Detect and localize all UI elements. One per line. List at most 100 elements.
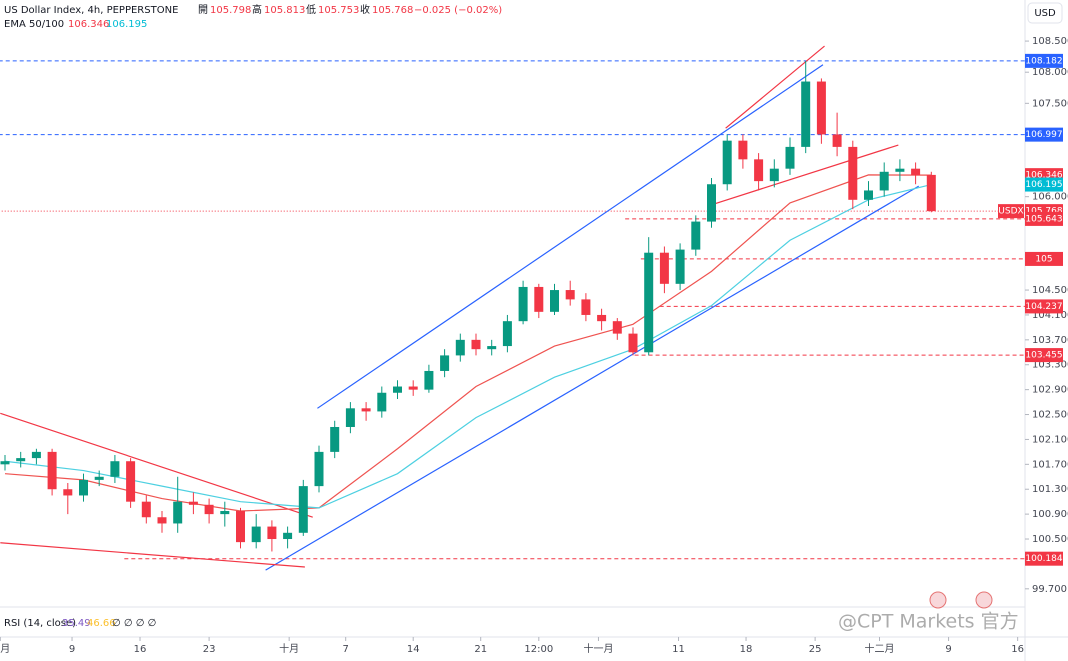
symbol-tag-bg bbox=[998, 204, 1024, 219]
candle-body bbox=[455, 339, 465, 356]
candle-body bbox=[644, 252, 654, 353]
price-label: 100.184 bbox=[1025, 554, 1062, 564]
trendline bbox=[317, 64, 824, 409]
x-tick-label: 十二月 bbox=[864, 642, 894, 655]
candle-body bbox=[801, 81, 811, 147]
watermark: @CPT Markets 官方 bbox=[838, 611, 1019, 633]
icon bbox=[975, 591, 993, 609]
ema100-value: 106.195 bbox=[106, 19, 147, 30]
icon bbox=[929, 591, 947, 609]
candle-body bbox=[393, 386, 402, 393]
candle-body bbox=[440, 355, 450, 371]
y-tick-label: 107.500 bbox=[1032, 98, 1068, 109]
x-tick-label: 9 bbox=[69, 644, 75, 655]
candle-body bbox=[879, 171, 889, 191]
trendline bbox=[711, 144, 899, 206]
candle-body bbox=[769, 168, 779, 182]
rsi-extra: ∅ ∅ ∅ ∅ bbox=[112, 618, 156, 629]
high-label: 高 bbox=[252, 3, 262, 16]
price-label: 105.643 bbox=[1025, 214, 1062, 224]
price-label: 106.195 bbox=[1025, 180, 1062, 190]
rsi-label: RSI (14, close) bbox=[4, 618, 76, 629]
x-tick-label: 21 bbox=[474, 644, 487, 655]
symbol: US Dollar Index, 4h, PEPPERSTONE bbox=[4, 5, 178, 16]
candle-body bbox=[314, 451, 324, 487]
candle-body bbox=[565, 290, 575, 300]
candle-body bbox=[659, 252, 669, 284]
candle-body bbox=[204, 504, 214, 515]
y-tick-label: 101.300 bbox=[1032, 484, 1068, 495]
candle-body bbox=[502, 321, 512, 347]
x-tick-label: 16 bbox=[134, 644, 147, 655]
price-label: 103.455 bbox=[1025, 351, 1062, 361]
x-tick-label: 11 bbox=[672, 644, 685, 655]
trendline bbox=[0, 412, 313, 518]
currency-label[interactable]: USD bbox=[1034, 8, 1056, 19]
rsi-value: 35.49 bbox=[62, 618, 91, 629]
price-label-bg bbox=[1025, 53, 1063, 68]
candle-body bbox=[126, 461, 136, 502]
price-label-bg bbox=[1025, 348, 1063, 363]
currency-button[interactable] bbox=[1027, 2, 1063, 24]
price-label: 106.346 bbox=[1025, 171, 1062, 181]
candle-body bbox=[377, 392, 387, 412]
candle-body bbox=[298, 486, 308, 533]
candle-body bbox=[832, 134, 842, 147]
price-label-bg bbox=[1025, 211, 1063, 226]
candle-body bbox=[31, 451, 41, 459]
candle-body bbox=[487, 346, 497, 350]
open-label: 開 bbox=[198, 4, 208, 16]
candle-body bbox=[16, 458, 26, 462]
y-tick-label: 99.700 bbox=[1032, 584, 1067, 595]
candle-body bbox=[675, 249, 685, 284]
x-tick-label: 9 bbox=[945, 644, 951, 655]
candle-body bbox=[267, 526, 277, 540]
price-label-bg bbox=[1025, 551, 1063, 566]
price-label: 104.237 bbox=[1025, 302, 1062, 312]
y-tick-label: 102.900 bbox=[1032, 385, 1068, 396]
y-tick-label: 103.300 bbox=[1032, 360, 1068, 371]
candle-body bbox=[722, 140, 732, 185]
candle-body bbox=[550, 290, 559, 312]
trendline bbox=[265, 185, 920, 571]
candle-body bbox=[110, 461, 120, 477]
y-tick-label: 108.500 bbox=[1032, 36, 1068, 47]
ema50-value: 106.346 bbox=[68, 19, 109, 30]
candle-body bbox=[345, 408, 355, 427]
price-label-bg bbox=[1025, 251, 1063, 266]
price-label: 108.182 bbox=[1025, 56, 1062, 66]
x-tick-label: 18 bbox=[740, 644, 753, 655]
candle-body bbox=[895, 168, 905, 172]
candle-body bbox=[0, 461, 10, 465]
candle-body bbox=[518, 286, 528, 322]
x-tick-label: 九月 bbox=[0, 643, 10, 655]
candle-body bbox=[691, 221, 701, 250]
candle-body bbox=[581, 299, 591, 315]
y-tick-label: 102.100 bbox=[1032, 434, 1068, 445]
y-tick-label: 108.000 bbox=[1032, 67, 1068, 78]
candle-body bbox=[785, 146, 795, 169]
x-tick-label: 14 bbox=[407, 644, 420, 655]
y-tick-label: 102.500 bbox=[1032, 410, 1068, 421]
price-label: 105 bbox=[1035, 254, 1052, 264]
y-tick-label: 101.700 bbox=[1032, 459, 1068, 470]
candle-body bbox=[361, 408, 371, 412]
symbol-tag: USDX bbox=[998, 207, 1023, 217]
candle-body bbox=[251, 526, 261, 543]
candle-body bbox=[157, 517, 167, 524]
candle-body bbox=[911, 168, 921, 175]
candle-body bbox=[738, 140, 748, 160]
candle-body bbox=[612, 321, 622, 334]
candle-body bbox=[283, 532, 293, 540]
x-tick-label: 16 bbox=[1011, 644, 1024, 655]
candle-body bbox=[848, 146, 858, 200]
candle-body bbox=[79, 479, 88, 496]
high-value: 105.813 bbox=[264, 5, 305, 16]
trendline bbox=[0, 542, 305, 568]
candle-body bbox=[707, 184, 716, 222]
x-tick-label: 7 bbox=[343, 644, 349, 655]
candle-body bbox=[926, 174, 936, 212]
open-value: 105.798 bbox=[210, 5, 251, 16]
candle-body bbox=[597, 314, 607, 322]
